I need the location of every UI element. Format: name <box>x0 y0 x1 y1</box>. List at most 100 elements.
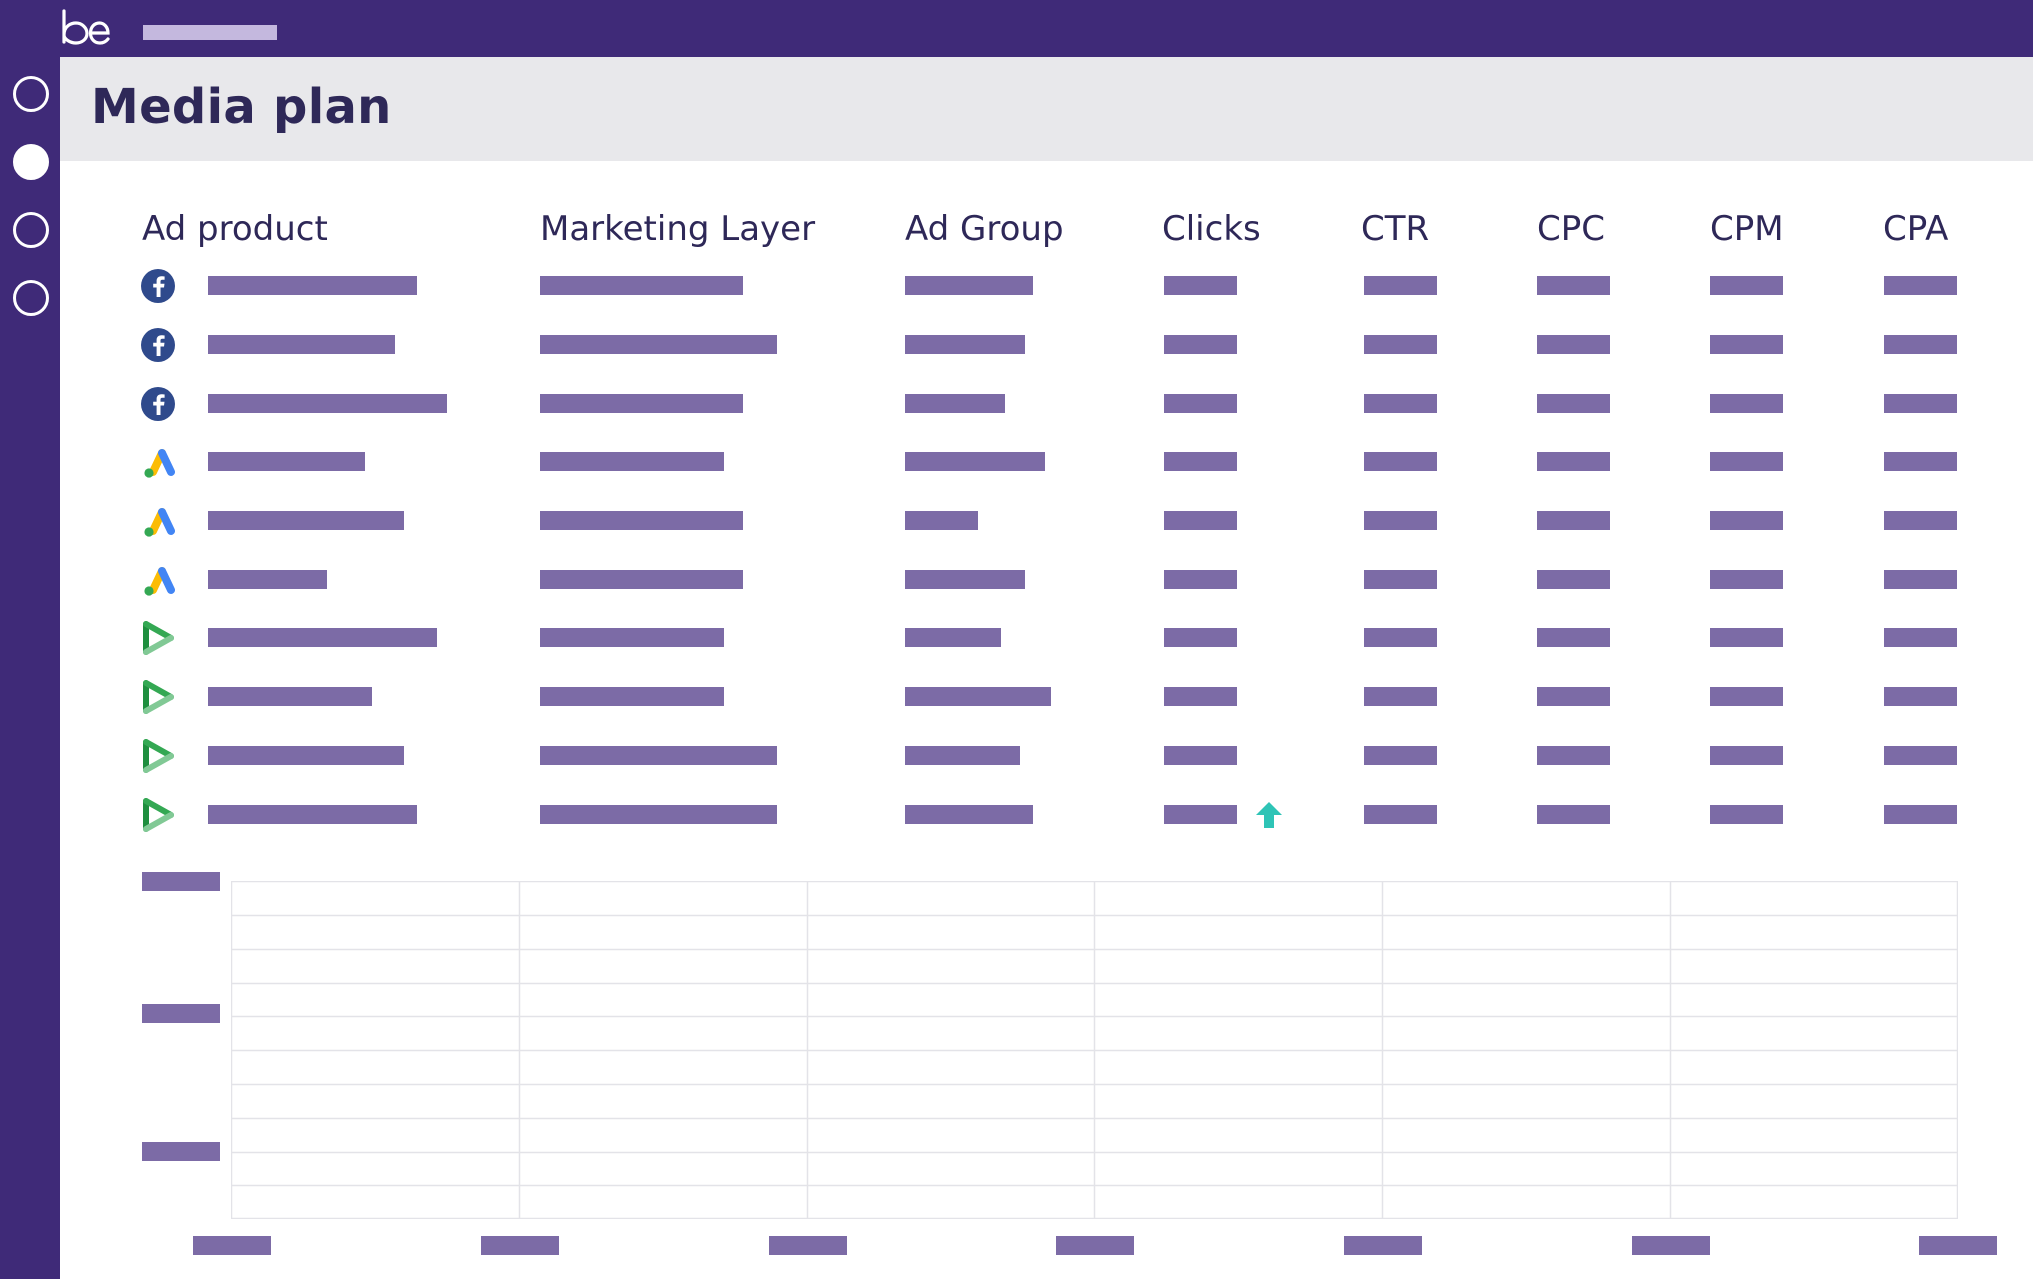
sidebar <box>0 57 60 1279</box>
display-video-icon <box>143 680 174 714</box>
x-axis-label <box>1056 1236 1134 1255</box>
breadcrumb-placeholder <box>143 25 277 40</box>
cell-placeholder-ad-group <box>905 628 1001 647</box>
cell-placeholder-cpc <box>1537 570 1610 589</box>
cell-placeholder-clicks <box>1164 394 1237 413</box>
cell-placeholder-ad-group <box>905 687 1051 706</box>
cell-placeholder-cpm <box>1710 276 1783 295</box>
cell-placeholder-ad-group <box>905 276 1033 295</box>
cell-placeholder-ctr <box>1364 511 1437 530</box>
cell-placeholder-ad-group <box>905 746 1020 765</box>
column-header-cpa[interactable]: CPA <box>1883 209 1949 249</box>
sidebar-item-2-active[interactable] <box>13 144 49 180</box>
cell-placeholder-cpa <box>1884 570 1957 589</box>
cell-placeholder-cpm <box>1710 687 1783 706</box>
x-axis-label <box>1344 1236 1422 1255</box>
cell-placeholder-cpm <box>1710 805 1783 824</box>
cell-placeholder-clicks <box>1164 746 1237 765</box>
cell-placeholder-ad-product <box>208 394 447 413</box>
up-arrow-icon <box>1256 802 1282 828</box>
cell-placeholder-cpm <box>1710 746 1783 765</box>
y-axis-label-middle <box>142 1004 220 1023</box>
display-video-icon <box>143 621 174 655</box>
cell-placeholder-cpc <box>1537 746 1610 765</box>
x-axis-label <box>1919 1236 1997 1255</box>
sidebar-item-4[interactable] <box>13 280 49 316</box>
cell-placeholder-clicks <box>1164 687 1237 706</box>
cell-placeholder-clicks <box>1164 335 1237 354</box>
cell-placeholder-clicks <box>1164 452 1237 471</box>
sidebar-item-3[interactable] <box>13 212 49 248</box>
facebook-icon <box>141 387 175 421</box>
cell-placeholder-cpc <box>1537 511 1610 530</box>
cell-placeholder-cpa <box>1884 628 1957 647</box>
cell-placeholder-clicks <box>1164 628 1237 647</box>
cell-placeholder-marketing-layer <box>540 394 743 413</box>
cell-placeholder-ctr <box>1364 687 1437 706</box>
cell-placeholder-ctr <box>1364 570 1437 589</box>
cell-placeholder-cpc <box>1537 628 1610 647</box>
cell-placeholder-cpc <box>1537 452 1610 471</box>
x-axis-label <box>1632 1236 1710 1255</box>
cell-placeholder-marketing-layer <box>540 276 743 295</box>
cell-placeholder-ad-product <box>208 276 417 295</box>
cell-placeholder-clicks <box>1164 511 1237 530</box>
cell-placeholder-ctr <box>1364 335 1437 354</box>
cell-placeholder-ctr <box>1364 452 1437 471</box>
cell-placeholder-cpa <box>1884 746 1957 765</box>
column-header-ctr[interactable]: CTR <box>1361 209 1430 249</box>
cell-placeholder-clicks <box>1164 570 1237 589</box>
cell-placeholder-ad-group <box>905 452 1045 471</box>
cell-placeholder-cpc <box>1537 394 1610 413</box>
cell-placeholder-ad-group <box>905 511 978 530</box>
page-title: Media plan <box>91 79 392 135</box>
cell-placeholder-ad-product <box>208 628 437 647</box>
column-header-clicks[interactable]: Clicks <box>1162 209 1261 249</box>
cell-placeholder-cpc <box>1537 687 1610 706</box>
x-axis-label <box>193 1236 271 1255</box>
cell-placeholder-clicks <box>1164 276 1237 295</box>
cell-placeholder-ad-group <box>905 335 1025 354</box>
cell-placeholder-ad-group <box>905 394 1005 413</box>
google-ads-icon <box>144 567 175 596</box>
y-axis-label-bottom <box>142 1142 220 1161</box>
cell-placeholder-clicks <box>1164 805 1237 824</box>
y-axis-label-top <box>142 872 220 891</box>
be-logo[interactable] <box>60 8 112 48</box>
column-header-cpm[interactable]: CPM <box>1710 209 1784 249</box>
cell-placeholder-ad-product <box>208 511 404 530</box>
column-header-ad-product[interactable]: Ad product <box>142 209 328 249</box>
cell-placeholder-cpm <box>1710 335 1783 354</box>
cell-placeholder-ctr <box>1364 628 1437 647</box>
cell-placeholder-ctr <box>1364 746 1437 765</box>
column-header-ad-group[interactable]: Ad Group <box>905 209 1064 249</box>
cell-placeholder-cpa <box>1884 276 1957 295</box>
cell-placeholder-ctr <box>1364 276 1437 295</box>
cell-placeholder-ad-product <box>208 746 404 765</box>
sidebar-item-1[interactable] <box>13 76 49 112</box>
cell-placeholder-marketing-layer <box>540 452 724 471</box>
display-video-icon <box>143 739 174 773</box>
cell-placeholder-ad-group <box>905 805 1033 824</box>
cell-placeholder-cpm <box>1710 452 1783 471</box>
column-header-cpc[interactable]: CPC <box>1537 209 1605 249</box>
cell-placeholder-ad-product <box>208 570 327 589</box>
cell-placeholder-cpc <box>1537 276 1610 295</box>
facebook-icon <box>141 269 175 303</box>
cell-placeholder-cpa <box>1884 335 1957 354</box>
cell-placeholder-cpa <box>1884 511 1957 530</box>
cell-placeholder-marketing-layer <box>540 805 777 824</box>
chart-grid <box>231 881 1958 1219</box>
cell-placeholder-ctr <box>1364 805 1437 824</box>
x-axis-label <box>481 1236 559 1255</box>
cell-placeholder-marketing-layer <box>540 628 724 647</box>
cell-placeholder-marketing-layer <box>540 511 743 530</box>
google-ads-icon <box>144 508 175 537</box>
cell-placeholder-ad-product <box>208 452 365 471</box>
cell-placeholder-ctr <box>1364 394 1437 413</box>
cell-placeholder-cpa <box>1884 687 1957 706</box>
cell-placeholder-ad-product <box>208 805 417 824</box>
cell-placeholder-marketing-layer <box>540 335 777 354</box>
column-header-marketing-layer[interactable]: Marketing Layer <box>540 209 816 249</box>
google-ads-icon <box>144 449 175 478</box>
